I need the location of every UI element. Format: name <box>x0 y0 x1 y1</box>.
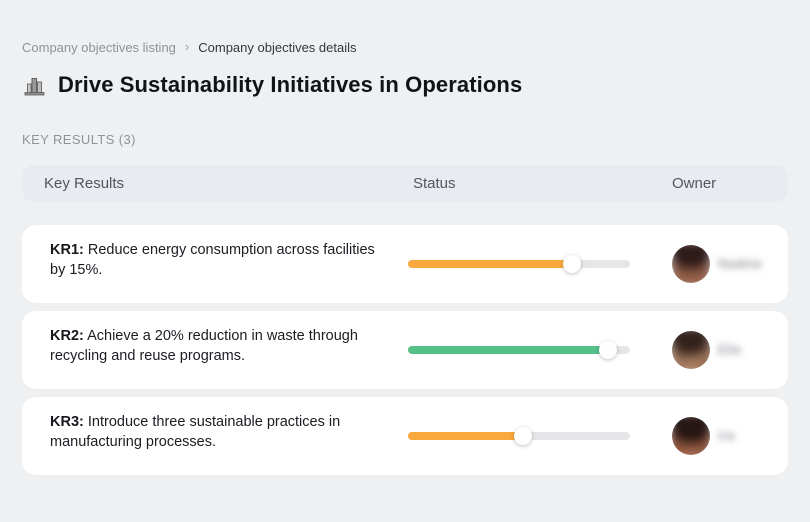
progress-slider-knob[interactable] <box>598 341 617 359</box>
objective-title-row: Drive Sustainability Initiatives in Oper… <box>22 72 788 98</box>
owner-name: Nadine <box>718 256 763 271</box>
key-result-label: KR3: <box>50 414 84 430</box>
chevron-right-icon: › <box>184 39 190 54</box>
key-results-section-label: KEY RESULTS (3) <box>22 132 136 147</box>
key-result-label: KR2: <box>50 328 84 344</box>
progress-slider <box>408 255 630 273</box>
breadcrumb-item-details: Company objectives details <box>198 40 357 55</box>
column-header-status: Status <box>413 175 456 192</box>
column-header-owner: Owner <box>672 175 717 192</box>
progress-fill <box>408 260 573 268</box>
key-result-row[interactable]: KR3: Introduce three sustainable practic… <box>22 397 788 475</box>
key-result-description: Reduce energy consumption across facilit… <box>50 242 375 278</box>
owner-avatar-photo <box>672 331 710 369</box>
key-result-text: KR2: Achieve a 20% reduction in waste th… <box>50 326 385 366</box>
key-result-row[interactable]: KR2: Achieve a 20% reduction in waste th… <box>22 311 788 389</box>
progress-slider-knob[interactable] <box>514 427 533 445</box>
progress-slider <box>408 427 630 445</box>
progress-fill <box>408 432 524 440</box>
key-result-text: KR3: Introduce three sustainable practic… <box>50 412 385 452</box>
owner-name: Elie <box>718 342 742 357</box>
owner-avatar <box>672 417 710 455</box>
building-skyline-icon <box>22 72 48 98</box>
key-result-label: KR1: <box>50 242 84 258</box>
page-title: Drive Sustainability Initiatives in Oper… <box>58 72 523 97</box>
owner-avatar <box>672 245 710 283</box>
progress-slider <box>408 341 630 359</box>
key-result-description: Achieve a 20% reduction in waste through… <box>50 328 358 364</box>
column-header-key-results: Key Results <box>44 175 125 192</box>
breadcrumb: Company objectives listing › Company obj… <box>22 0 788 55</box>
table-header-row: Key Results Status Owner <box>22 165 788 202</box>
key-results-list: KR1: Reduce energy consumption across fa… <box>22 225 788 475</box>
progress-slider-knob[interactable] <box>563 255 582 273</box>
breadcrumb-item-listing[interactable]: Company objectives listing <box>22 40 176 55</box>
owner-avatar-photo <box>672 245 710 283</box>
key-result-description: Introduce three sustainable practices in… <box>50 414 341 450</box>
key-result-text: KR1: Reduce energy consumption across fa… <box>50 240 385 280</box>
owner-avatar-photo <box>672 417 710 455</box>
key-result-row[interactable]: KR1: Reduce energy consumption across fa… <box>22 225 788 303</box>
owner-name: Ira <box>718 428 735 443</box>
owner-avatar <box>672 331 710 369</box>
progress-fill <box>408 346 608 354</box>
